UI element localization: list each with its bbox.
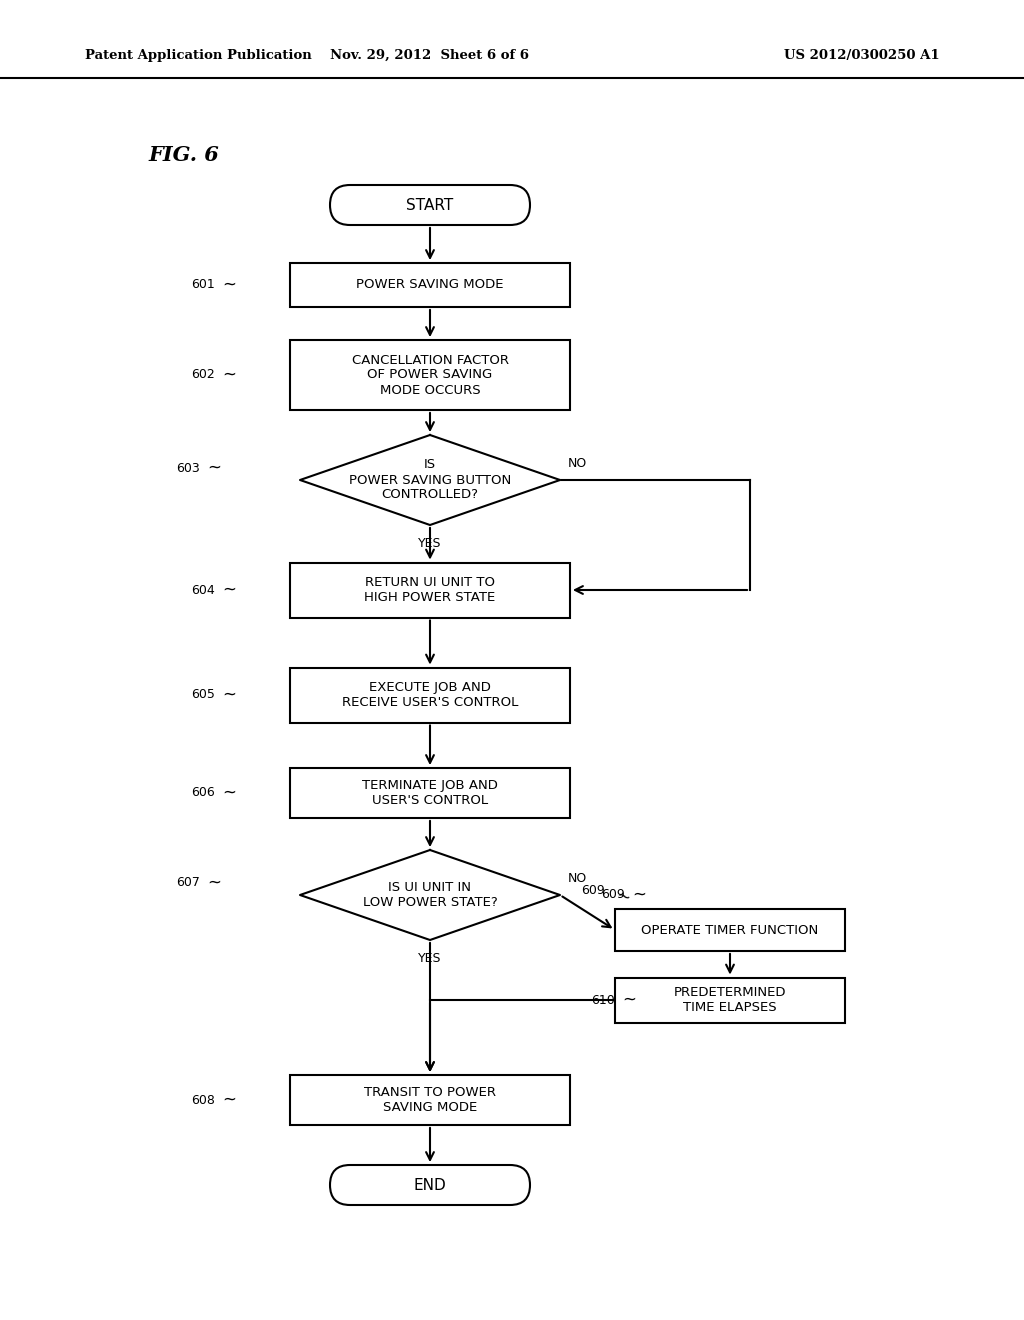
Text: ~: ~ <box>632 886 646 904</box>
Text: FIG. 6: FIG. 6 <box>148 145 219 165</box>
FancyBboxPatch shape <box>290 341 570 411</box>
Text: IS UI UNIT IN
LOW POWER STATE?: IS UI UNIT IN LOW POWER STATE? <box>362 880 498 909</box>
Text: END: END <box>414 1177 446 1192</box>
Text: ~: ~ <box>222 366 236 384</box>
Text: PREDETERMINED
TIME ELAPSES: PREDETERMINED TIME ELAPSES <box>674 986 786 1014</box>
Text: 606: 606 <box>191 787 215 800</box>
Text: 607: 607 <box>176 876 200 890</box>
FancyBboxPatch shape <box>290 1074 570 1125</box>
FancyBboxPatch shape <box>330 185 530 224</box>
Text: ~: ~ <box>222 276 236 294</box>
Text: OPERATE TIMER FUNCTION: OPERATE TIMER FUNCTION <box>641 924 818 936</box>
Text: 608: 608 <box>191 1093 215 1106</box>
Polygon shape <box>300 436 560 525</box>
Text: NO: NO <box>568 873 587 884</box>
Text: 609: 609 <box>601 888 625 902</box>
Text: Nov. 29, 2012  Sheet 6 of 6: Nov. 29, 2012 Sheet 6 of 6 <box>331 49 529 62</box>
Text: 601: 601 <box>191 279 215 292</box>
Text: RETURN UI UNIT TO
HIGH POWER STATE: RETURN UI UNIT TO HIGH POWER STATE <box>365 576 496 605</box>
Text: 604: 604 <box>191 583 215 597</box>
Text: ~: ~ <box>222 686 236 704</box>
Polygon shape <box>300 850 560 940</box>
FancyBboxPatch shape <box>290 562 570 618</box>
Text: US 2012/0300250 A1: US 2012/0300250 A1 <box>784 49 940 62</box>
Text: 605: 605 <box>191 689 215 701</box>
Text: ~: ~ <box>222 1092 236 1109</box>
Text: NO: NO <box>568 457 587 470</box>
Text: 602: 602 <box>191 368 215 381</box>
Text: IS
POWER SAVING BUTTON
CONTROLLED?: IS POWER SAVING BUTTON CONTROLLED? <box>349 458 511 502</box>
Text: EXECUTE JOB AND
RECEIVE USER'S CONTROL: EXECUTE JOB AND RECEIVE USER'S CONTROL <box>342 681 518 709</box>
Text: ~: ~ <box>207 874 221 892</box>
Text: CANCELLATION FACTOR
OF POWER SAVING
MODE OCCURS: CANCELLATION FACTOR OF POWER SAVING MODE… <box>351 354 509 396</box>
Text: ~: ~ <box>622 991 636 1008</box>
Text: Patent Application Publication: Patent Application Publication <box>85 49 311 62</box>
Text: 609: 609 <box>582 884 605 898</box>
Text: YES: YES <box>418 537 441 550</box>
Text: START: START <box>407 198 454 213</box>
Text: YES: YES <box>418 952 441 965</box>
Text: TRANSIT TO POWER
SAVING MODE: TRANSIT TO POWER SAVING MODE <box>364 1086 496 1114</box>
FancyBboxPatch shape <box>290 668 570 722</box>
Text: ~: ~ <box>613 886 632 908</box>
FancyBboxPatch shape <box>330 1166 530 1205</box>
Text: ~: ~ <box>207 459 221 477</box>
Text: ~: ~ <box>222 784 236 803</box>
FancyBboxPatch shape <box>290 263 570 308</box>
Text: 610: 610 <box>591 994 615 1006</box>
Text: ~: ~ <box>222 581 236 599</box>
FancyBboxPatch shape <box>615 978 845 1023</box>
FancyBboxPatch shape <box>290 768 570 818</box>
Text: POWER SAVING MODE: POWER SAVING MODE <box>356 279 504 292</box>
FancyBboxPatch shape <box>615 909 845 950</box>
Text: 603: 603 <box>176 462 200 474</box>
Text: TERMINATE JOB AND
USER'S CONTROL: TERMINATE JOB AND USER'S CONTROL <box>362 779 498 807</box>
